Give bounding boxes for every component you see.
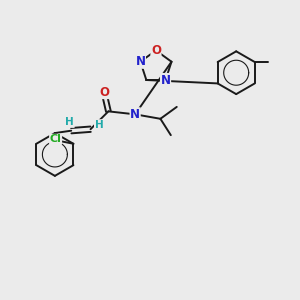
Text: O: O: [151, 44, 161, 57]
Text: Cl: Cl: [50, 134, 62, 144]
Text: H: H: [65, 117, 74, 128]
Text: N: N: [130, 108, 140, 121]
Text: O: O: [99, 85, 109, 98]
Text: N: N: [135, 55, 146, 68]
Text: H: H: [94, 120, 103, 130]
Text: N: N: [160, 74, 171, 86]
